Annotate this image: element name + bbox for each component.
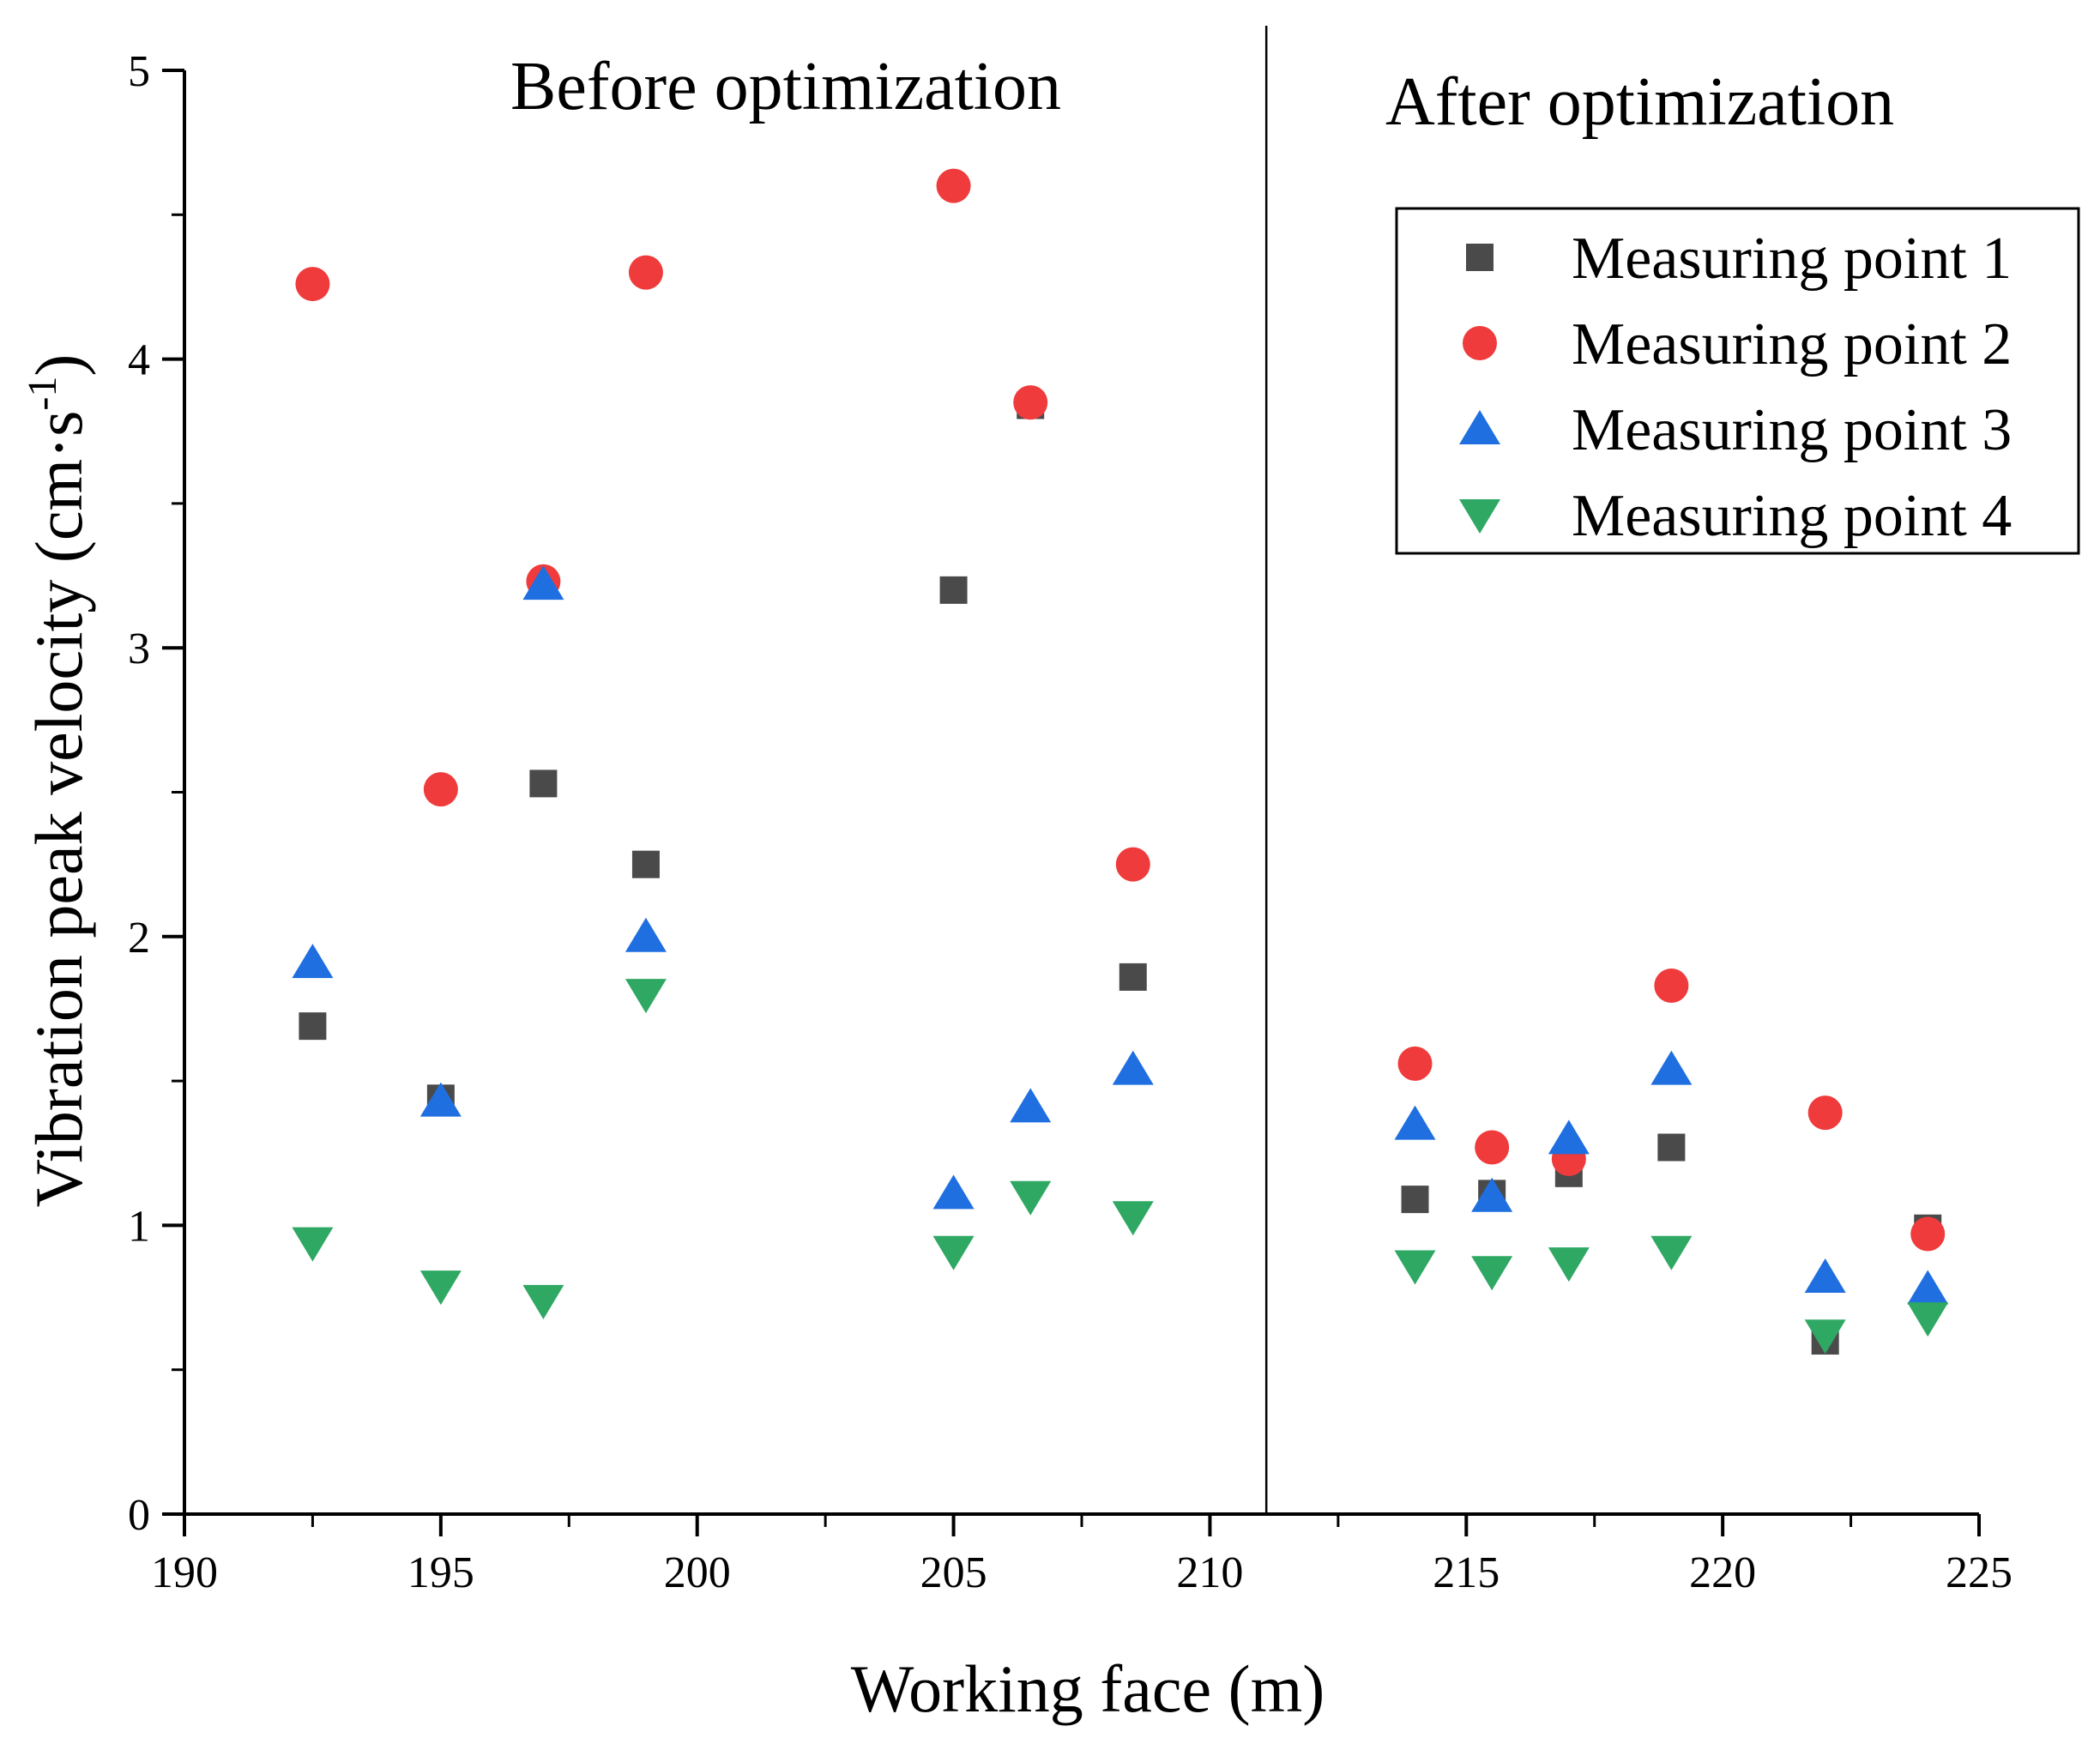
y-tick-label: 0 (128, 1491, 150, 1540)
y-tick-label: 2 (128, 914, 150, 963)
x-tick-label: 200 (664, 1548, 731, 1597)
data-point (1401, 1186, 1429, 1214)
x-tick-label: 190 (151, 1548, 218, 1597)
x-tick-label: 220 (1689, 1548, 1756, 1597)
data-point (1112, 1201, 1154, 1236)
plot-area: 190 195 200 205 210 215 220 225 0 1 2 3 4 5 (128, 26, 2012, 1597)
data-point (1119, 963, 1147, 991)
y-axis-title: Vibration peak velocity (cm·s-1) (20, 354, 96, 1208)
x-axis-title: Working face (m) (851, 1651, 1325, 1726)
data-point (628, 255, 663, 290)
x-tick-label: 210 (1176, 1548, 1243, 1597)
data-markers (292, 168, 1949, 1355)
data-point (1010, 1180, 1052, 1216)
data-point (1013, 385, 1048, 420)
y-axis-title-main: Vibration peak velocity (cm·s (21, 411, 96, 1208)
legend-marker (1466, 244, 1494, 271)
series-measuring-point-3 (292, 565, 1949, 1305)
legend-marker (1459, 499, 1500, 534)
annotation-after-optimization: After optimization (1385, 64, 1894, 140)
data-point (631, 850, 660, 878)
data-point (1804, 1319, 1846, 1355)
data-point (419, 1082, 462, 1117)
data-point (625, 917, 667, 952)
y-axis-title-superscript: -1 (20, 377, 65, 411)
data-point (1115, 847, 1150, 882)
x-ticks: 190 195 200 205 210 215 220 225 (151, 1514, 2012, 1597)
y-ticks: 0 1 2 3 4 5 (128, 47, 184, 1540)
data-point (1394, 1250, 1436, 1285)
data-point (1471, 1256, 1513, 1291)
series-measuring-point-4 (292, 979, 1949, 1355)
y-tick-label: 3 (128, 625, 150, 673)
data-point (1397, 1046, 1433, 1081)
legend-label: Measuring point 1 (1572, 226, 2012, 292)
y-tick-label: 4 (128, 336, 150, 385)
data-point (1394, 1105, 1436, 1140)
x-tick-label: 195 (407, 1548, 474, 1597)
data-point (1657, 1133, 1686, 1162)
data-point (1907, 1302, 1949, 1337)
data-point (292, 1227, 334, 1262)
data-point (1475, 1130, 1510, 1165)
data-point (936, 168, 971, 203)
data-point (1654, 969, 1689, 1004)
data-point (932, 1235, 975, 1270)
y-axis-title-close: ) (21, 354, 96, 377)
data-point (1804, 1258, 1846, 1293)
legend-marker (1463, 326, 1497, 360)
data-point (1807, 1095, 1843, 1131)
data-point (1471, 1177, 1513, 1212)
legend-label: Measuring point 2 (1572, 311, 2012, 377)
data-point (939, 576, 968, 604)
data-point (522, 565, 564, 600)
series-measuring-point-2 (295, 168, 1946, 1252)
data-point (1548, 1247, 1590, 1282)
x-tick-label: 215 (1433, 1548, 1500, 1597)
data-point (522, 1284, 564, 1319)
data-point (292, 944, 334, 979)
legend: Measuring point 1 Measuring point 2 Measur… (1395, 207, 2080, 555)
legend-items: Measuring point 1 Measuring point 2 Measur… (1459, 226, 2012, 549)
data-point (1010, 1088, 1052, 1123)
data-point (423, 772, 458, 807)
legend-label: Measuring point 4 (1572, 483, 2012, 549)
y-tick-label: 5 (128, 47, 150, 96)
annotation-before-optimization: Before optimization (510, 49, 1061, 124)
legend-label: Measuring point 3 (1572, 397, 2012, 463)
data-point (625, 979, 667, 1014)
data-point (1548, 1119, 1590, 1155)
data-point (1907, 1270, 1949, 1305)
data-point (1650, 1235, 1693, 1270)
legend-marker (1459, 410, 1500, 444)
data-point (419, 1270, 462, 1306)
legend-box (1395, 207, 2080, 555)
data-point (299, 1012, 327, 1041)
x-tick-label: 205 (920, 1548, 987, 1597)
data-point (1112, 1050, 1154, 1085)
x-tick-label: 225 (1946, 1548, 2012, 1597)
y-tick-label: 1 (128, 1202, 150, 1251)
data-point (295, 267, 330, 302)
data-point (529, 769, 558, 798)
data-point (1910, 1216, 1946, 1252)
data-point (1650, 1050, 1693, 1085)
data-point (932, 1174, 975, 1210)
